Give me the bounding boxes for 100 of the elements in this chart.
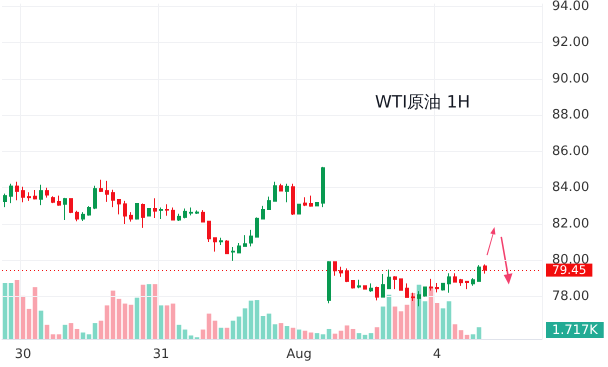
candlestick	[297, 204, 301, 214]
y-tick-label: 88.00	[552, 108, 590, 123]
candlestick	[351, 280, 355, 290]
x-tick-label: 31	[152, 347, 170, 362]
candlestick	[45, 187, 49, 198]
text: 1.717K	[552, 323, 598, 338]
text: WTI原油 1H	[375, 92, 470, 112]
candlestick	[75, 210, 79, 222]
candlestick	[213, 237, 217, 252]
candlestick	[267, 196, 271, 210]
candlestick	[357, 279, 361, 289]
candlestick	[33, 190, 37, 200]
candlestick	[111, 189, 115, 208]
y-tick-label: 82.00	[552, 216, 590, 232]
bar	[146, 284, 152, 339]
y-tick-label: 94.00	[552, 0, 590, 14]
candlestick	[195, 210, 199, 214]
bar	[290, 328, 296, 339]
candlestick	[459, 278, 463, 286]
candlestick	[15, 181, 19, 201]
candlestick	[141, 202, 145, 228]
candlestick	[165, 204, 169, 216]
candlestick	[207, 220, 211, 243]
y-tick-label: 92.00	[552, 35, 590, 50]
candlestick	[399, 278, 403, 292]
bar	[374, 327, 380, 339]
y-tick-label: 86.00	[552, 144, 590, 159]
candlestick	[27, 192, 31, 202]
candlestick	[339, 266, 343, 278]
candlestick	[303, 196, 307, 207]
candlestick	[249, 229, 253, 247]
x-tick-label: Aug	[286, 347, 312, 362]
candlestick	[327, 260, 331, 304]
candlestick	[447, 272, 451, 294]
candlestick	[393, 276, 397, 290]
candlestick	[147, 208, 151, 216]
candlestick	[261, 205, 265, 220]
candlestick	[387, 269, 391, 290]
candlestick	[285, 183, 289, 203]
candlestick	[159, 206, 163, 220]
candlestick	[171, 206, 175, 220]
candlestick	[219, 237, 223, 246]
y-tick-label: 90.00	[552, 71, 590, 86]
candlestick	[9, 183, 13, 204]
candlestick	[273, 181, 277, 202]
candlestick	[441, 282, 445, 292]
candlestick	[93, 185, 97, 210]
candlestick	[81, 212, 85, 222]
bar	[224, 328, 230, 339]
bar	[140, 284, 146, 339]
candlestick	[243, 234, 247, 247]
y-tick-label: 78.00	[552, 288, 590, 304]
candlestick	[315, 202, 319, 206]
candlestick	[69, 198, 73, 214]
candlestick	[99, 179, 103, 193]
candlestick	[201, 210, 205, 222]
bar	[62, 324, 68, 339]
candlestick	[333, 261, 337, 276]
candlestick	[183, 208, 187, 219]
candlestick	[177, 213, 181, 222]
candlestick	[405, 282, 409, 298]
candlestick	[453, 272, 457, 284]
candlestick	[321, 166, 325, 208]
bar	[278, 323, 284, 339]
candlestick	[237, 242, 241, 254]
candlestick	[189, 206, 193, 216]
candlestick	[381, 273, 385, 298]
bar	[158, 305, 164, 339]
candlestick	[129, 212, 133, 222]
bar	[134, 298, 140, 339]
bar	[218, 328, 224, 339]
x-tick-label: 4	[432, 347, 442, 362]
bar	[152, 284, 158, 339]
candlestick	[225, 240, 229, 254]
bar	[296, 330, 302, 339]
candlestick	[435, 282, 439, 293]
candlestick	[3, 193, 7, 208]
candlestick	[87, 206, 91, 216]
candlestick	[135, 202, 139, 220]
y-tick-label: 84.00	[552, 180, 590, 196]
candlestick	[369, 282, 373, 292]
candlestick	[363, 285, 367, 290]
candlestick	[291, 183, 295, 216]
candlestick	[255, 216, 259, 238]
candlestick	[375, 286, 379, 301]
candlestick	[465, 280, 469, 290]
candlestick	[105, 180, 109, 202]
candlestick	[483, 264, 487, 274]
candlestick	[279, 183, 283, 192]
candlestick	[39, 184, 43, 206]
candlestick	[477, 264, 481, 282]
candlestick	[153, 198, 157, 218]
x-tick-label: 30	[14, 347, 32, 362]
candlestick	[117, 198, 121, 215]
candlestick	[345, 268, 349, 283]
bar	[38, 310, 44, 339]
candlestick	[21, 186, 25, 203]
candlestick	[51, 196, 55, 204]
candlestick	[423, 286, 427, 298]
candlestick	[63, 197, 67, 220]
